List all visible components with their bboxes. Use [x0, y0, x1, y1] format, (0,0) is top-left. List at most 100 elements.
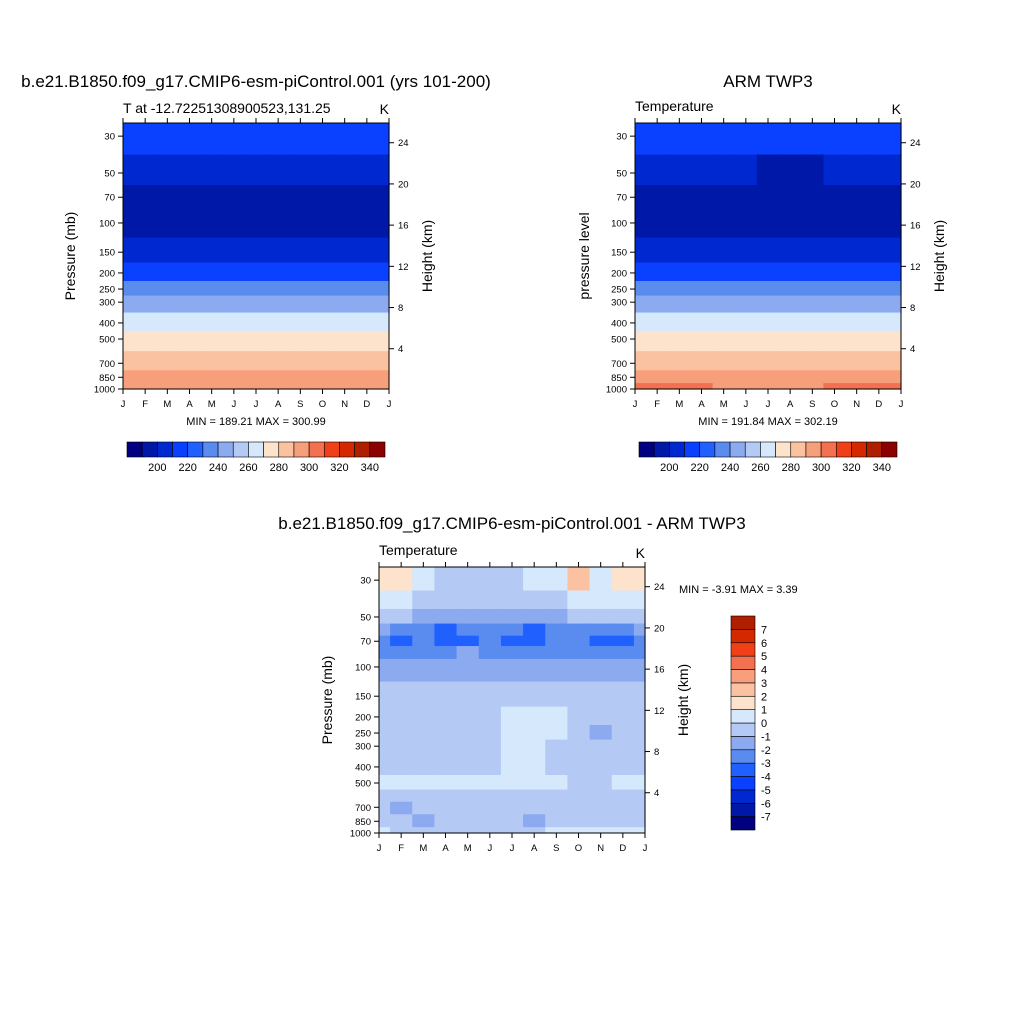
- diff-colorbar-swatch: [730, 762, 756, 777]
- model-cell: [156, 154, 180, 186]
- model-cell: [267, 154, 290, 186]
- obs-cell: [779, 295, 802, 314]
- model-cell: [333, 370, 357, 384]
- obs-colorbar-swatch: [805, 441, 822, 458]
- panel-diff-colorbar: -7 -6-5-4 -3-2 -101 234 56 7: [730, 615, 771, 831]
- obs-cell: [889, 210, 902, 239]
- panel-obs-y2label: Height (km): [931, 220, 947, 292]
- diff-cell: [523, 681, 546, 708]
- model-cell: [123, 280, 135, 297]
- model-cell: [222, 330, 246, 352]
- model-cell: [289, 210, 313, 239]
- obs-cell: [779, 154, 802, 186]
- model-ytick-label: 100: [99, 218, 115, 229]
- model-ytick-label: 500: [99, 335, 115, 346]
- obs-cell: [779, 370, 802, 384]
- obs-ytick-label: 50: [616, 168, 627, 179]
- obs-cell: [668, 383, 692, 390]
- diff-cell: [545, 608, 569, 625]
- diff-cell: [434, 681, 458, 708]
- obs-cell: [756, 295, 780, 314]
- model-cell: [244, 237, 268, 264]
- diff-cells: [379, 567, 646, 834]
- diff-cell: [478, 681, 502, 708]
- diff-cell: [412, 739, 436, 758]
- obs-cell: [690, 330, 714, 352]
- diff-cell: [379, 567, 391, 592]
- obs-cell: [845, 312, 869, 332]
- diff-cell: [390, 814, 413, 828]
- panel-obs-stats: MIN = 191.84 MAX = 302.19: [698, 416, 837, 428]
- obs-cell: [635, 312, 647, 332]
- panel-model-stats: MIN = 189.21 MAX = 300.99: [186, 416, 325, 428]
- diff-cell: [567, 756, 591, 776]
- diff-ytick-label: 400: [355, 762, 371, 773]
- obs-xtick-label: O: [831, 399, 838, 410]
- model-ytick-label: 200: [99, 268, 115, 279]
- obs-cell: [668, 370, 692, 384]
- diff-colorbar-label: -5: [761, 785, 771, 797]
- model-cell: [200, 154, 224, 186]
- diff-colorbar-swatch: [730, 802, 756, 817]
- obs-y2tick-label: 24: [910, 138, 921, 149]
- obs-cell: [889, 262, 902, 282]
- diff-cell: [611, 789, 635, 803]
- diff-colorbar-swatch: [730, 669, 756, 684]
- model-colorbar-swatch: [126, 441, 143, 458]
- diff-cell: [434, 567, 458, 592]
- model-cell: [156, 280, 180, 297]
- diff-cell: [379, 635, 391, 647]
- model-colorbar-swatch: [202, 441, 219, 458]
- obs-colorbar-swatch: [866, 441, 883, 458]
- model-cell: [355, 123, 379, 156]
- model-cell: [355, 312, 379, 332]
- obs-cell: [690, 280, 714, 297]
- model-cell: [178, 295, 202, 314]
- diff-cell: [500, 774, 524, 791]
- diff-cell: [523, 756, 546, 776]
- obs-cell: [756, 210, 780, 239]
- model-cell: [377, 154, 390, 186]
- obs-y2tick-label: 16: [910, 221, 921, 232]
- model-cell: [178, 383, 202, 390]
- model-cell: [355, 330, 379, 352]
- model-cell: [200, 383, 224, 390]
- diff-colorbar-label: 3: [761, 678, 767, 690]
- model-cell: [267, 370, 290, 384]
- diff-colorbar-swatch: [730, 709, 756, 724]
- obs-cell: [635, 383, 647, 390]
- model-cell: [156, 123, 180, 156]
- diff-cell: [611, 608, 635, 625]
- diff-cell: [456, 623, 480, 637]
- diff-colorbar-swatch: [730, 816, 756, 831]
- model-cells: [123, 123, 390, 390]
- diff-cell: [390, 608, 413, 625]
- diff-colorbar-label: -4: [761, 772, 771, 784]
- diff-cell: [633, 724, 646, 741]
- model-y2tick-label: 16: [398, 221, 409, 232]
- obs-colorbar-swatch: [653, 441, 670, 458]
- obs-cell: [756, 383, 780, 390]
- obs-cell: [867, 210, 891, 239]
- obs-cell: [867, 351, 891, 371]
- model-cell: [123, 312, 135, 332]
- obs-cell: [823, 262, 847, 282]
- model-cell: [222, 154, 246, 186]
- model-xtick-label: D: [363, 399, 370, 410]
- model-xtick-label: N: [341, 399, 348, 410]
- model-cell: [377, 312, 390, 332]
- obs-xtick-label: J: [766, 399, 771, 410]
- model-xtick-label: O: [319, 399, 326, 410]
- diff-cell: [456, 814, 480, 828]
- diff-cell: [500, 756, 524, 776]
- model-cell: [200, 351, 224, 371]
- panel-model-y2label: Height (km): [419, 220, 435, 292]
- diff-colorbar-label: 2: [761, 691, 767, 703]
- obs-cell: [734, 280, 758, 297]
- diff-cell: [589, 635, 613, 647]
- obs-cells: [635, 123, 902, 390]
- model-cell: [267, 262, 290, 282]
- diff-cell: [589, 608, 613, 625]
- diff-cell: [456, 756, 480, 776]
- model-cell: [377, 185, 390, 211]
